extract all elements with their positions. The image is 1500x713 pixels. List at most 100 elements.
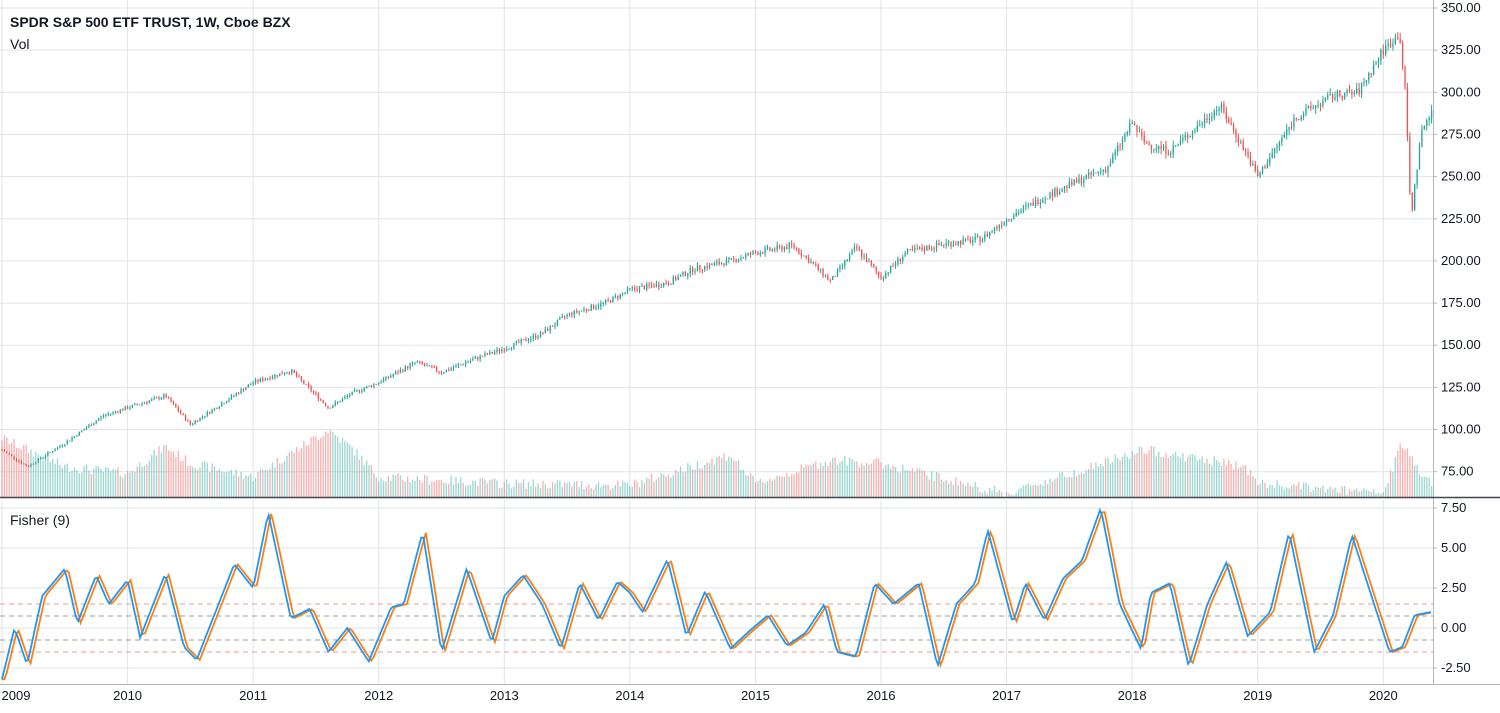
candle-body xyxy=(71,437,73,441)
volume-bar xyxy=(1353,489,1355,497)
volume-bar xyxy=(918,468,921,497)
volume-bar xyxy=(771,480,773,497)
candle-body xyxy=(6,451,8,453)
volume-bar xyxy=(320,437,322,497)
candle-body xyxy=(1138,131,1141,133)
volume-bar xyxy=(242,479,245,497)
volume-bar xyxy=(1131,451,1133,497)
volume-bar xyxy=(233,475,235,497)
volume-bar xyxy=(752,475,754,497)
fisher-layer xyxy=(0,507,1433,681)
candle-body xyxy=(1129,123,1131,133)
candle-body xyxy=(143,402,146,404)
volume-bar xyxy=(535,486,537,497)
volume-bar xyxy=(972,486,974,497)
candle-body xyxy=(175,404,177,408)
candle-body xyxy=(655,283,658,288)
candle-body xyxy=(1034,199,1037,206)
candle-body xyxy=(262,378,264,381)
candle-body xyxy=(1380,50,1382,61)
volume-bar xyxy=(252,480,254,497)
volume-bar xyxy=(124,474,126,497)
candle-body xyxy=(1232,124,1235,131)
candle-body xyxy=(935,242,938,249)
volume-bar xyxy=(1083,473,1085,497)
candle-body xyxy=(1348,90,1351,92)
candle-body xyxy=(1170,153,1172,155)
candle-body xyxy=(790,243,793,245)
candle-body xyxy=(66,440,68,445)
candle-body xyxy=(189,420,192,425)
volume-bar xyxy=(329,430,332,497)
candle-body xyxy=(1341,96,1343,99)
volume-bar xyxy=(643,483,646,497)
candle-body xyxy=(382,379,385,383)
volume-bar xyxy=(209,471,211,497)
candle-body xyxy=(1112,155,1114,164)
candle-body xyxy=(407,366,409,369)
candle-body xyxy=(1324,97,1326,101)
candle-body xyxy=(394,372,397,375)
volume-bar xyxy=(184,455,187,497)
volume-bar xyxy=(1179,457,1182,497)
candle-body xyxy=(892,265,894,267)
candle-body xyxy=(716,261,718,264)
candle-body xyxy=(612,296,614,303)
candle-body xyxy=(240,389,242,394)
volume-bar xyxy=(612,487,614,497)
candle-body xyxy=(1141,131,1143,136)
candle-body xyxy=(950,242,952,247)
volume-bar xyxy=(315,436,317,497)
candle-body xyxy=(889,265,892,273)
candle-body xyxy=(619,293,621,299)
price-y-tick-label: 125.00 xyxy=(1441,379,1481,394)
volume-bar xyxy=(1211,465,1213,497)
volume-bar xyxy=(402,479,404,497)
volume-bar xyxy=(1090,462,1092,497)
volume-bar xyxy=(1220,465,1223,497)
volume-bar xyxy=(165,444,167,497)
volume-bar xyxy=(887,463,889,497)
volume-bar xyxy=(1054,479,1056,497)
candle-body xyxy=(1068,181,1071,188)
volume-bar xyxy=(1235,461,1237,497)
volume-bar xyxy=(1141,447,1143,497)
volume-bar xyxy=(293,452,295,497)
volume-bar xyxy=(298,451,300,497)
volume-bar xyxy=(1133,454,1136,497)
candle-body xyxy=(102,415,105,417)
volume-bar xyxy=(1416,465,1418,497)
volume-bar xyxy=(1150,445,1153,497)
candle-body xyxy=(180,411,182,414)
volume-bar xyxy=(1102,466,1104,497)
candle-body xyxy=(861,249,863,257)
candle-body xyxy=(1121,139,1124,146)
volume-bar xyxy=(281,463,283,497)
volume-bar xyxy=(1307,485,1310,497)
candle-body xyxy=(803,255,805,257)
volume-bar xyxy=(20,449,22,497)
candle-body xyxy=(1158,146,1160,149)
candle-body xyxy=(300,376,303,381)
candle-body xyxy=(556,319,559,325)
volume-bar xyxy=(1283,489,1285,497)
candle-body xyxy=(170,398,172,403)
candle-body xyxy=(42,457,44,459)
candle-body xyxy=(1257,170,1259,177)
volume-bar xyxy=(899,472,901,497)
candle-body xyxy=(39,458,42,460)
candle-body xyxy=(650,285,653,287)
volume-bar xyxy=(1001,491,1003,497)
volume-bar xyxy=(155,455,158,497)
candle-body xyxy=(853,246,856,251)
volume-bar xyxy=(49,461,51,497)
candle-body xyxy=(677,276,679,280)
volume-bar xyxy=(1310,492,1312,497)
volume-bar xyxy=(1339,492,1341,497)
candle-body xyxy=(522,339,525,341)
volume-bar xyxy=(1290,485,1293,497)
volume-bar xyxy=(1324,492,1326,497)
volume-bar xyxy=(131,470,134,497)
candle-body xyxy=(597,306,600,308)
volume-bar xyxy=(856,461,858,497)
